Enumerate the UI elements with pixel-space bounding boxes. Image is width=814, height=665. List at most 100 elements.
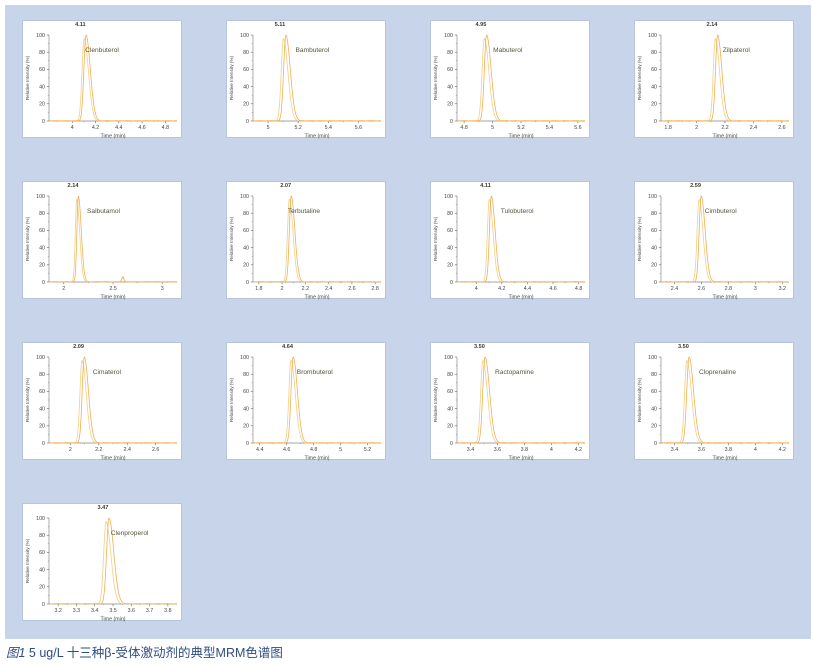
svg-text:Time (min): Time (min) [304, 456, 329, 462]
svg-text:Time (min): Time (min) [100, 295, 125, 301]
svg-text:4.2: 4.2 [92, 125, 99, 131]
svg-text:2: 2 [62, 286, 65, 292]
svg-text:20: 20 [39, 102, 45, 108]
svg-text:4.4: 4.4 [115, 125, 122, 131]
svg-text:60: 60 [39, 228, 45, 234]
svg-text:2.4: 2.4 [750, 125, 757, 131]
svg-text:2.6: 2.6 [778, 125, 785, 131]
svg-text:0: 0 [246, 119, 249, 125]
svg-text:40: 40 [39, 84, 45, 90]
svg-text:4: 4 [550, 447, 553, 453]
svg-text:80: 80 [39, 211, 45, 217]
svg-text:60: 60 [651, 67, 657, 73]
svg-text:2.2: 2.2 [721, 125, 728, 131]
svg-text:Relative Intensity (%): Relative Intensity (%) [229, 55, 234, 100]
svg-text:2.8: 2.8 [725, 286, 732, 292]
svg-text:20: 20 [651, 263, 657, 269]
svg-text:3.7: 3.7 [146, 608, 153, 614]
svg-text:5.2: 5.2 [294, 125, 301, 131]
svg-text:0: 0 [42, 280, 45, 286]
svg-text:5.2: 5.2 [517, 125, 524, 131]
svg-text:40: 40 [447, 245, 453, 251]
svg-text:60: 60 [651, 389, 657, 395]
svg-text:80: 80 [651, 372, 657, 378]
svg-text:80: 80 [447, 50, 453, 56]
svg-text:0: 0 [654, 441, 657, 447]
svg-text:4: 4 [475, 286, 478, 292]
svg-text:60: 60 [39, 389, 45, 395]
svg-text:Relative Intensity (%): Relative Intensity (%) [637, 55, 642, 100]
svg-text:Relative Intensity (%): Relative Intensity (%) [637, 216, 642, 261]
svg-text:Time (min): Time (min) [100, 134, 125, 140]
svg-text:0: 0 [42, 119, 45, 125]
svg-text:100: 100 [36, 516, 45, 522]
svg-text:60: 60 [39, 67, 45, 73]
svg-text:Relative Intensity (%): Relative Intensity (%) [25, 538, 30, 583]
svg-text:40: 40 [243, 84, 249, 90]
svg-text:2.5: 2.5 [109, 286, 116, 292]
svg-text:20: 20 [651, 424, 657, 430]
svg-text:2: 2 [281, 286, 284, 292]
svg-text:3.4: 3.4 [91, 608, 98, 614]
svg-text:Time (min): Time (min) [304, 295, 329, 301]
svg-text:100: 100 [240, 33, 249, 39]
svg-text:2.4: 2.4 [671, 286, 678, 292]
svg-text:Relative Intensity (%): Relative Intensity (%) [433, 55, 438, 100]
svg-text:Relative Intensity (%): Relative Intensity (%) [25, 216, 30, 261]
svg-text:Relative Intensity (%): Relative Intensity (%) [637, 377, 642, 422]
svg-text:0: 0 [450, 441, 453, 447]
svg-text:4.2: 4.2 [779, 447, 786, 453]
svg-text:4: 4 [754, 447, 757, 453]
svg-text:40: 40 [39, 245, 45, 251]
svg-text:20: 20 [243, 102, 249, 108]
svg-text:80: 80 [651, 50, 657, 56]
svg-text:3.5: 3.5 [109, 608, 116, 614]
svg-text:80: 80 [651, 211, 657, 217]
svg-text:0: 0 [246, 441, 249, 447]
svg-text:Time (min): Time (min) [508, 456, 533, 462]
svg-text:5.2: 5.2 [364, 447, 371, 453]
svg-text:Time (min): Time (min) [712, 134, 737, 140]
svg-text:100: 100 [648, 355, 657, 361]
svg-text:40: 40 [39, 406, 45, 412]
svg-text:20: 20 [39, 263, 45, 269]
svg-text:Time (min): Time (min) [508, 295, 533, 301]
svg-text:80: 80 [39, 372, 45, 378]
svg-text:60: 60 [39, 550, 45, 556]
svg-text:4.6: 4.6 [549, 286, 556, 292]
svg-text:20: 20 [243, 424, 249, 430]
svg-text:2.8: 2.8 [371, 286, 378, 292]
svg-text:4: 4 [71, 125, 74, 131]
svg-text:100: 100 [648, 194, 657, 200]
svg-text:2.4: 2.4 [325, 286, 332, 292]
svg-text:Time (min): Time (min) [100, 456, 125, 462]
svg-text:20: 20 [651, 102, 657, 108]
svg-text:40: 40 [243, 245, 249, 251]
svg-text:3.6: 3.6 [698, 447, 705, 453]
svg-text:3.2: 3.2 [54, 608, 61, 614]
svg-text:40: 40 [447, 84, 453, 90]
svg-text:80: 80 [243, 50, 249, 56]
svg-text:5: 5 [491, 125, 494, 131]
svg-text:100: 100 [240, 355, 249, 361]
svg-text:0: 0 [654, 119, 657, 125]
svg-text:0: 0 [450, 280, 453, 286]
svg-text:60: 60 [447, 389, 453, 395]
svg-text:5.6: 5.6 [574, 125, 581, 131]
svg-text:100: 100 [36, 194, 45, 200]
svg-text:3.2: 3.2 [779, 286, 786, 292]
svg-text:Time (min): Time (min) [508, 134, 533, 140]
svg-text:40: 40 [243, 406, 249, 412]
svg-text:40: 40 [447, 406, 453, 412]
svg-text:40: 40 [651, 245, 657, 251]
svg-text:Relative Intensity (%): Relative Intensity (%) [25, 377, 30, 422]
svg-text:2.2: 2.2 [95, 447, 102, 453]
svg-text:3.8: 3.8 [521, 447, 528, 453]
svg-text:100: 100 [444, 33, 453, 39]
svg-text:100: 100 [444, 194, 453, 200]
svg-text:3.3: 3.3 [73, 608, 80, 614]
svg-text:20: 20 [39, 424, 45, 430]
svg-text:60: 60 [447, 228, 453, 234]
svg-text:60: 60 [447, 67, 453, 73]
svg-text:4.8: 4.8 [460, 125, 467, 131]
